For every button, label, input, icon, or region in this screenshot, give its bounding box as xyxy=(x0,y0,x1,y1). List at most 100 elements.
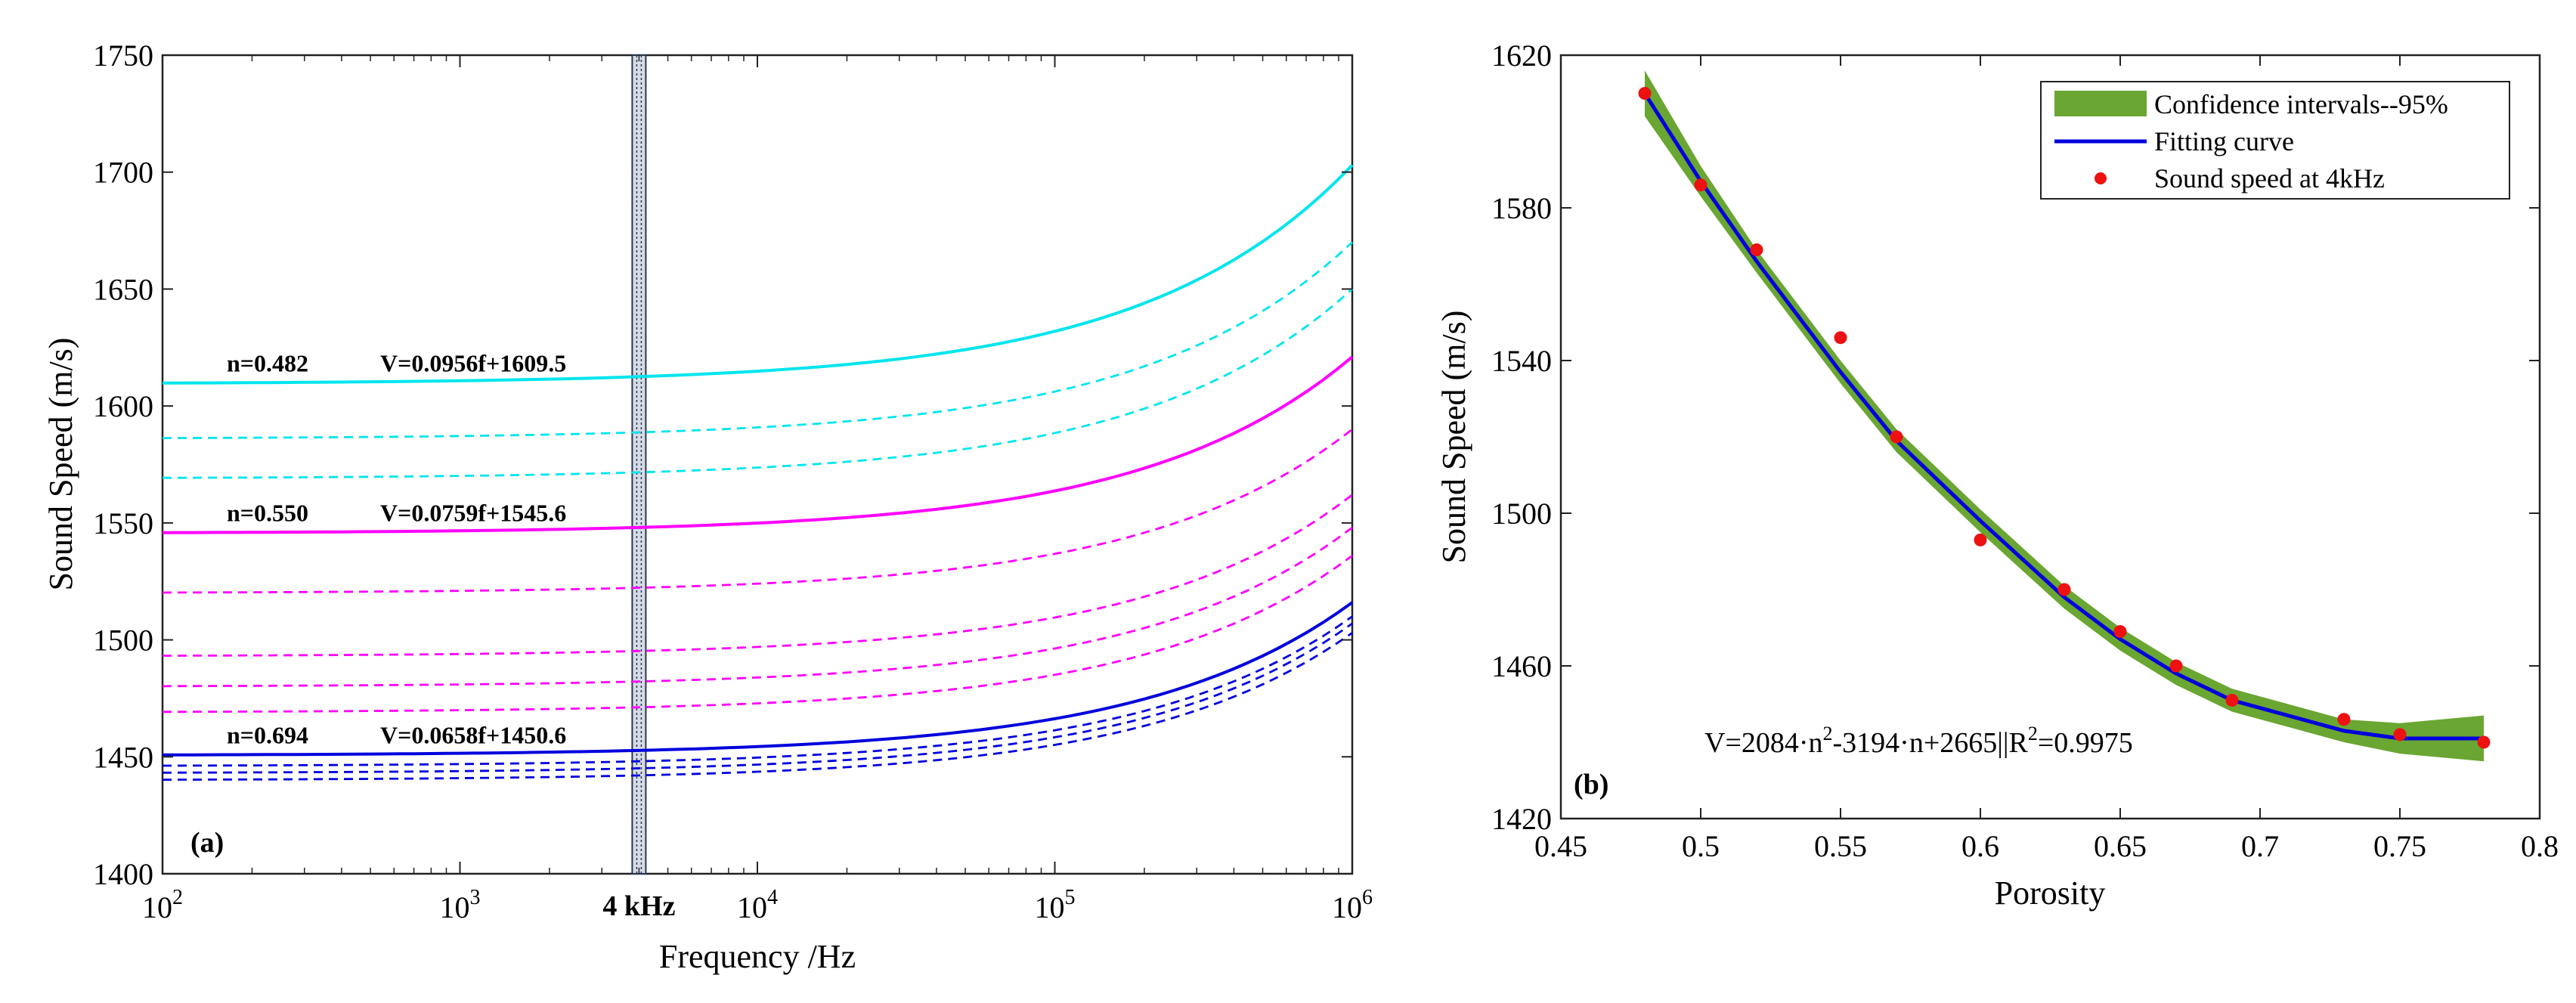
x-tick-label: 0.5 xyxy=(1682,829,1720,863)
eq-part-1: V=2084·n xyxy=(1704,727,1823,759)
x-tick-label: 102 xyxy=(142,886,183,924)
marker-label: 4 kHz xyxy=(602,890,675,922)
y-tick-label: 1460 xyxy=(1491,649,1552,683)
data-point xyxy=(2393,728,2407,741)
series-n-0-550 xyxy=(162,355,1354,534)
y-tick-label: 1540 xyxy=(1491,344,1552,378)
x-tick-label: 0.65 xyxy=(2094,829,2147,863)
panel-b-label: (b) xyxy=(1574,769,1608,800)
panel-a-y-ticks: 1400 1450 1500 1550 1600 1650 1700 1750 xyxy=(93,39,1352,891)
panel-b-y-ticks: 1420 1460 1500 1540 1580 1620 xyxy=(1491,39,2540,836)
fit-curve xyxy=(1643,92,2484,741)
panel-b-x-ticks: 0.45 0.5 0.55 0.6 0.65 0.7 0.75 0.8 xyxy=(1534,55,2559,863)
y-tick-label: 1750 xyxy=(93,39,153,73)
fit-equation: V=2084·n2-3194·n+2665||R2=0.9975 xyxy=(1704,723,2133,759)
data-point xyxy=(2169,659,2183,673)
series-blue-2 xyxy=(163,615,1353,767)
x-tick-exponent: 2 xyxy=(172,886,183,909)
marker-band-4khz xyxy=(631,54,647,875)
x-tick-label: 0.75 xyxy=(2373,829,2426,863)
annotation-porosity: n=0.550 xyxy=(227,499,308,526)
legend-label-fit: Fitting curve xyxy=(2154,126,2294,156)
data-point xyxy=(1750,243,1763,257)
x-tick-label: 0.8 xyxy=(2521,829,2559,863)
series-cyan-2 xyxy=(162,241,1353,439)
data-point xyxy=(1694,178,1708,192)
panel-a-frame xyxy=(161,54,1354,875)
series-mag-2 xyxy=(162,428,1353,594)
panel-b-x-axis-label: Porosity xyxy=(1995,875,2106,912)
x-tick-label: 105 xyxy=(1035,886,1076,924)
series-blue-3 xyxy=(162,622,1353,774)
x-tick-base: 10 xyxy=(440,890,470,924)
fit-curve-line xyxy=(1643,92,2484,741)
x-tick-label: 0.45 xyxy=(1534,829,1587,863)
series-cyan-3 xyxy=(163,288,1353,479)
series-n-0-482 xyxy=(162,163,1354,385)
annotation-equation: V=0.0956f+1609.5 xyxy=(380,350,566,377)
data-points xyxy=(1638,87,2491,749)
y-tick-label: 1650 xyxy=(93,272,153,306)
data-point xyxy=(2057,583,2071,596)
panel-a-series xyxy=(162,163,1354,781)
y-tick-label: 1450 xyxy=(93,740,153,774)
x-tick-label: 106 xyxy=(1332,886,1373,924)
y-tick-label: 1420 xyxy=(1491,802,1552,836)
x-tick-label: 0.55 xyxy=(1814,829,1867,863)
y-tick-label: 1620 xyxy=(1491,39,1552,73)
data-point xyxy=(2113,625,2127,639)
panel-a-label: (a) xyxy=(190,827,224,859)
x-tick-base: 10 xyxy=(1035,890,1065,924)
x-tick-exponent: 4 xyxy=(767,886,778,909)
data-point xyxy=(2477,735,2491,749)
series-mag-4 xyxy=(162,526,1353,688)
y-tick-label: 1550 xyxy=(93,506,153,540)
panel-a-x-axis-label: Frequency /Hz xyxy=(659,938,856,975)
legend-label-points: Sound speed at 4kHz xyxy=(2154,163,2385,193)
annotation-equation: V=0.0759f+1545.6 xyxy=(380,499,566,526)
x-tick-label: 103 xyxy=(440,886,481,924)
series-mag-5 xyxy=(163,555,1353,714)
panel-a-y-axis-label: Sound Speed (m/s) xyxy=(42,338,79,591)
x-tick-exponent: 5 xyxy=(1065,886,1076,909)
x-tick-label: 0.7 xyxy=(2241,829,2279,863)
data-point xyxy=(1974,533,1987,546)
x-tick-base: 10 xyxy=(1332,890,1362,924)
legend-swatch-ci xyxy=(2054,91,2147,116)
x-tick-label: 0.6 xyxy=(1961,829,1999,863)
legend: Confidence intervals--95% Fitting curve … xyxy=(2040,81,2510,200)
series-mag-3 xyxy=(163,494,1353,657)
y-tick-label: 1700 xyxy=(93,156,153,190)
panel-a-annotations: n=0.482 V=0.0956f+1609.5 n=0.550 V=0.0759f+… xyxy=(227,350,566,749)
eq-sup-2: 2 xyxy=(2028,723,2038,745)
x-tick-label: 104 xyxy=(737,886,778,924)
y-tick-label: 1500 xyxy=(93,624,153,658)
x-tick-base: 10 xyxy=(737,890,767,924)
eq-part-2: -3194·n+2665||R xyxy=(1833,727,2029,759)
eq-part-3: =0.9975 xyxy=(2038,727,2133,759)
data-point xyxy=(1834,331,1847,345)
x-tick-base: 10 xyxy=(142,890,172,924)
data-point xyxy=(1890,430,1903,444)
y-tick-label: 1500 xyxy=(1491,497,1552,531)
annotation-equation: V=0.0658f+1450.6 xyxy=(380,721,566,748)
panel-a-x-ticks: 102 103 104 105 106 xyxy=(142,55,1373,924)
x-tick-exponent: 3 xyxy=(470,886,481,909)
eq-sup-1: 2 xyxy=(1823,723,1833,745)
y-tick-label: 1600 xyxy=(93,389,153,423)
annotation-porosity: n=0.482 xyxy=(227,350,308,377)
annotation-porosity: n=0.694 xyxy=(227,721,308,748)
data-point xyxy=(1638,87,1652,100)
legend-swatch-points xyxy=(2095,172,2107,184)
series-blue-4 xyxy=(162,632,1353,781)
data-point xyxy=(2337,713,2351,726)
series-n-0-694 xyxy=(162,601,1354,757)
y-tick-label: 1400 xyxy=(93,857,153,891)
y-tick-label: 1580 xyxy=(1491,191,1552,225)
data-point xyxy=(2225,693,2239,707)
legend-label-ci: Confidence intervals--95% xyxy=(2154,89,2448,119)
panel-b-y-axis-label: Sound Speed (m/s) xyxy=(1435,311,1472,564)
